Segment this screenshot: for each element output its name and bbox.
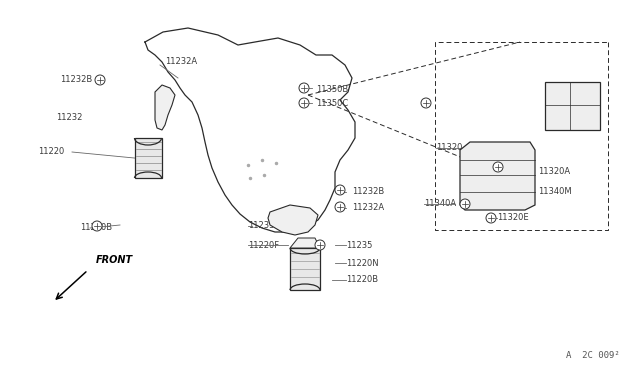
Circle shape bbox=[486, 213, 496, 223]
Polygon shape bbox=[460, 142, 535, 210]
Circle shape bbox=[315, 240, 325, 250]
Circle shape bbox=[299, 98, 309, 108]
Polygon shape bbox=[268, 205, 318, 235]
Text: 11350: 11350 bbox=[547, 109, 573, 118]
Polygon shape bbox=[545, 82, 600, 130]
Text: 11350B: 11350B bbox=[316, 84, 348, 93]
Circle shape bbox=[460, 199, 470, 209]
Text: 11233: 11233 bbox=[248, 221, 275, 231]
Text: 11232: 11232 bbox=[56, 113, 82, 122]
Text: 11220N: 11220N bbox=[346, 259, 379, 267]
Text: 11320: 11320 bbox=[436, 144, 462, 153]
Text: 11220B: 11220B bbox=[80, 224, 112, 232]
Circle shape bbox=[95, 75, 105, 85]
Text: 11220F: 11220F bbox=[248, 241, 279, 250]
Circle shape bbox=[335, 185, 345, 195]
Text: 11320A: 11320A bbox=[538, 167, 570, 176]
Circle shape bbox=[421, 98, 431, 108]
Text: FRONT: FRONT bbox=[96, 255, 133, 265]
Text: 11340M: 11340M bbox=[538, 186, 572, 196]
Text: 11220: 11220 bbox=[38, 148, 64, 157]
Polygon shape bbox=[135, 138, 162, 178]
Text: 11232B: 11232B bbox=[352, 187, 384, 196]
Text: 11320E: 11320E bbox=[497, 214, 529, 222]
Text: 11232B: 11232B bbox=[60, 76, 92, 84]
Circle shape bbox=[92, 221, 102, 231]
Polygon shape bbox=[290, 238, 320, 248]
Text: A  2C 009²: A 2C 009² bbox=[566, 351, 620, 360]
Text: 11220B: 11220B bbox=[346, 276, 378, 285]
Text: 11232A: 11232A bbox=[165, 58, 197, 67]
Text: 11340A: 11340A bbox=[424, 199, 456, 208]
Polygon shape bbox=[155, 85, 175, 130]
Polygon shape bbox=[290, 248, 320, 290]
Text: 11232A: 11232A bbox=[352, 203, 384, 212]
Circle shape bbox=[335, 202, 345, 212]
Text: 11350C: 11350C bbox=[316, 99, 348, 108]
Circle shape bbox=[299, 83, 309, 93]
Text: 11235: 11235 bbox=[346, 241, 372, 250]
Circle shape bbox=[493, 162, 503, 172]
